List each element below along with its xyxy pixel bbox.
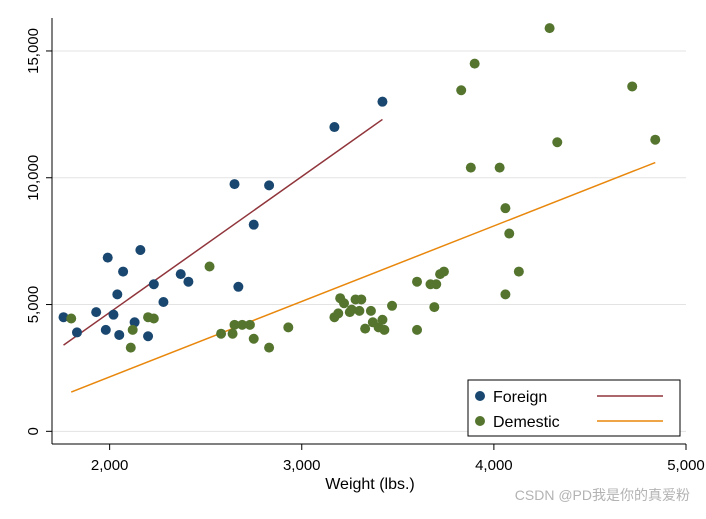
point-demestic (500, 289, 511, 300)
y-tick-label: 0 (25, 427, 42, 435)
point-foreign (135, 245, 146, 256)
point-demestic (216, 328, 227, 339)
point-foreign (108, 309, 119, 320)
point-demestic (66, 313, 77, 324)
point-demestic (248, 333, 259, 344)
x-tick-label: 4,000 (475, 457, 513, 474)
point-foreign (264, 180, 275, 191)
point-demestic (544, 23, 555, 34)
watermark: CSDN @PD我是你的真爱粉 (515, 487, 690, 503)
y-tick-label: 10,000 (25, 155, 42, 201)
point-foreign (143, 331, 154, 342)
point-foreign (158, 297, 169, 307)
legend-label-foreign: Foreign (493, 389, 547, 406)
data-points (58, 23, 661, 353)
fit-line-foreign (63, 118, 383, 346)
point-demestic (360, 323, 371, 334)
point-foreign (100, 324, 111, 335)
point-demestic (552, 137, 563, 148)
point-demestic (354, 305, 365, 316)
point-demestic (412, 276, 423, 287)
point-demestic (244, 319, 255, 330)
legend: Foreign Demestic (467, 379, 681, 437)
axis-ticks: 0 5,000 10,000 15,000 2,000 3,000 4,000 5,000 (25, 28, 705, 474)
point-demestic (237, 319, 248, 330)
point-demestic (379, 324, 390, 335)
point-demestic (513, 266, 524, 277)
point-demestic (465, 162, 476, 173)
legend-label-demestic: Demestic (493, 414, 560, 431)
point-foreign (112, 289, 123, 300)
x-axis-title: Weight (lbs.) (325, 476, 415, 493)
point-foreign (114, 329, 125, 340)
y-tick-label: 15,000 (25, 28, 42, 74)
point-foreign (175, 269, 186, 280)
point-demestic (339, 298, 350, 309)
point-foreign (91, 307, 102, 318)
y-tick-label: 5,000 (25, 286, 42, 324)
point-demestic (377, 314, 388, 325)
point-foreign (102, 252, 113, 263)
legend-marker-demestic (475, 416, 485, 426)
point-demestic (469, 58, 480, 69)
point-demestic (429, 302, 440, 313)
x-tick-label: 5,000 (667, 457, 705, 474)
point-demestic (204, 261, 215, 272)
point-demestic (387, 300, 398, 311)
fit-lines (63, 118, 656, 393)
x-tick-label: 2,000 (91, 457, 129, 474)
point-foreign (71, 327, 82, 338)
point-demestic (500, 203, 511, 214)
point-foreign (183, 276, 194, 287)
point-demestic (127, 324, 138, 335)
point-foreign (58, 312, 69, 323)
legend-box (467, 379, 681, 437)
point-foreign (233, 281, 244, 292)
point-demestic (148, 313, 159, 324)
point-demestic (650, 134, 661, 145)
point-foreign (229, 179, 240, 190)
legend-marker-foreign (475, 391, 485, 401)
fit-line-demestic (70, 161, 656, 393)
point-foreign (377, 96, 388, 107)
point-demestic (346, 304, 357, 315)
plot-area (52, 18, 686, 444)
point-foreign (118, 266, 129, 277)
x-tick-label: 3,000 (283, 457, 321, 474)
point-demestic (333, 308, 344, 319)
point-demestic (356, 294, 367, 305)
point-demestic (456, 85, 467, 96)
point-foreign (248, 219, 259, 230)
point-demestic (494, 162, 505, 173)
point-demestic (627, 81, 638, 92)
point-foreign (148, 279, 159, 290)
point-demestic (504, 228, 515, 239)
point-demestic (125, 342, 136, 353)
point-demestic (264, 342, 275, 353)
point-demestic (412, 324, 423, 335)
point-demestic (229, 319, 240, 330)
point-demestic (431, 279, 442, 290)
point-foreign (129, 317, 140, 328)
point-demestic (227, 328, 238, 339)
point-demestic (365, 305, 376, 316)
point-foreign (329, 122, 340, 133)
point-demestic (283, 322, 294, 333)
point-demestic (438, 266, 449, 277)
